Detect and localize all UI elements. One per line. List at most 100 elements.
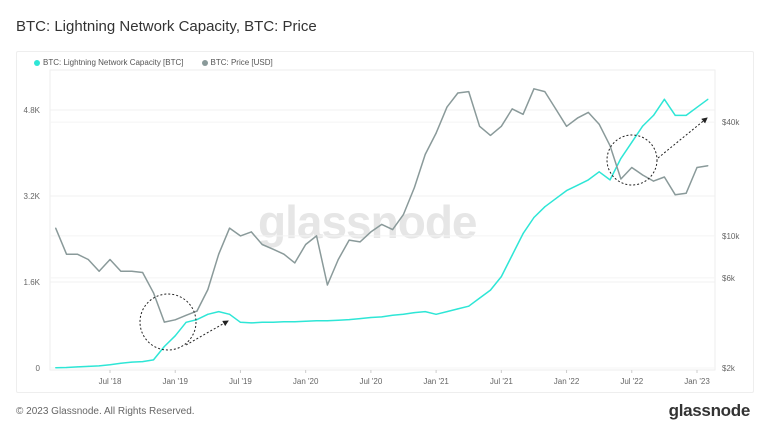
price-point — [87, 258, 89, 261]
price-point — [642, 174, 644, 176]
y-left-tick-label: 0 — [36, 364, 41, 373]
price-point — [620, 178, 622, 180]
price-point — [598, 123, 600, 125]
price-point — [457, 92, 459, 94]
capacity-point — [468, 305, 470, 307]
price-point — [685, 192, 687, 194]
price-point — [326, 284, 329, 286]
price-point — [707, 165, 709, 167]
price-point — [555, 108, 557, 110]
capacity-point — [305, 320, 307, 322]
price-point — [663, 176, 665, 178]
capacity-point — [652, 114, 655, 116]
y-right-tick-label: $40k — [722, 118, 740, 127]
capacity-point — [109, 364, 111, 366]
annotation-circle — [606, 134, 658, 186]
x-tick-label: Jul '19 — [229, 377, 252, 386]
capacity-point — [457, 308, 459, 310]
capacity-point — [446, 310, 448, 313]
capacity-point — [500, 276, 502, 278]
capacity-point — [685, 114, 687, 116]
capacity-point — [381, 316, 383, 318]
capacity-point — [207, 313, 209, 315]
price-point — [76, 253, 78, 255]
capacity-point — [348, 319, 350, 321]
y-left-tick-label: 3.2K — [24, 192, 41, 201]
x-tick-label: Jan '21 — [423, 377, 449, 386]
annotation-circle — [139, 293, 197, 351]
price-point — [587, 111, 589, 114]
price-point — [65, 253, 68, 255]
capacity-point — [283, 321, 285, 323]
price-point — [565, 125, 568, 127]
x-tick-label: Jan '22 — [554, 377, 580, 386]
y-right-tick-label: $10k — [722, 232, 740, 241]
price-point — [174, 319, 176, 321]
price-point — [500, 125, 502, 127]
price-point — [402, 213, 405, 215]
price-point — [196, 310, 198, 312]
price-point — [468, 91, 470, 93]
price-point — [435, 132, 437, 134]
capacity-point — [87, 365, 89, 367]
price-point — [533, 88, 535, 90]
price-point — [163, 321, 165, 323]
capacity-point — [522, 233, 524, 235]
legend: BTC: Lightning Network Capacity [BTC] BT… — [34, 58, 273, 67]
capacity-point — [511, 254, 513, 256]
capacity-point — [696, 106, 698, 108]
capacity-point — [65, 366, 68, 369]
capacity-point — [478, 297, 481, 299]
legend-item-price[interactable]: BTC: Price [USD] — [201, 58, 273, 67]
capacity-point — [163, 345, 165, 348]
y-right-tick-label: $2k — [722, 364, 736, 373]
price-point — [218, 253, 220, 255]
annotation-arrow — [657, 117, 708, 159]
x-tick-label: Jan '19 — [162, 377, 188, 386]
legend-dot-icon — [34, 59, 40, 66]
price-point — [261, 243, 263, 246]
price-point — [152, 292, 155, 294]
capacity-point — [218, 310, 220, 313]
price-point — [522, 113, 524, 115]
capacity-point — [489, 289, 492, 291]
capacity-point — [663, 98, 665, 100]
price-point — [392, 228, 394, 231]
price-point — [446, 106, 448, 108]
capacity-point — [402, 313, 405, 315]
price-point — [272, 248, 274, 250]
capacity-point — [576, 184, 579, 186]
price-point — [294, 262, 296, 264]
capacity-point — [142, 360, 144, 363]
capacity-point — [326, 320, 329, 322]
capacity-point — [120, 362, 122, 364]
price-point — [207, 288, 209, 291]
capacity-point — [424, 310, 426, 313]
capacity-point — [185, 321, 187, 323]
legend-label: BTC: Price [USD] — [210, 58, 273, 67]
capacity-point — [544, 206, 546, 208]
price-point — [315, 235, 318, 237]
x-tick-label: Jul '18 — [99, 377, 122, 386]
capacity-point — [392, 314, 394, 316]
legend-item-capacity[interactable]: BTC: Lightning Network Capacity [BTC] — [34, 58, 184, 67]
x-tick-label: Jul '21 — [490, 377, 513, 386]
capacity-point — [598, 171, 600, 173]
capacity-point — [707, 98, 709, 100]
capacity-point — [435, 313, 437, 315]
price-point — [631, 166, 633, 169]
price-point — [55, 227, 57, 229]
price-point — [609, 145, 611, 147]
price-line — [54, 88, 708, 323]
capacity-point — [359, 317, 361, 320]
x-tick-label: Jan '23 — [684, 377, 710, 386]
price-point — [305, 243, 307, 246]
legend-label: BTC: Lightning Network Capacity [BTC] — [43, 58, 184, 67]
price-point — [696, 166, 698, 169]
capacity-point — [337, 319, 339, 321]
price-point — [131, 270, 133, 272]
price-point — [652, 180, 655, 182]
watermark: glassnode — [258, 196, 478, 248]
capacity-point — [76, 366, 78, 368]
